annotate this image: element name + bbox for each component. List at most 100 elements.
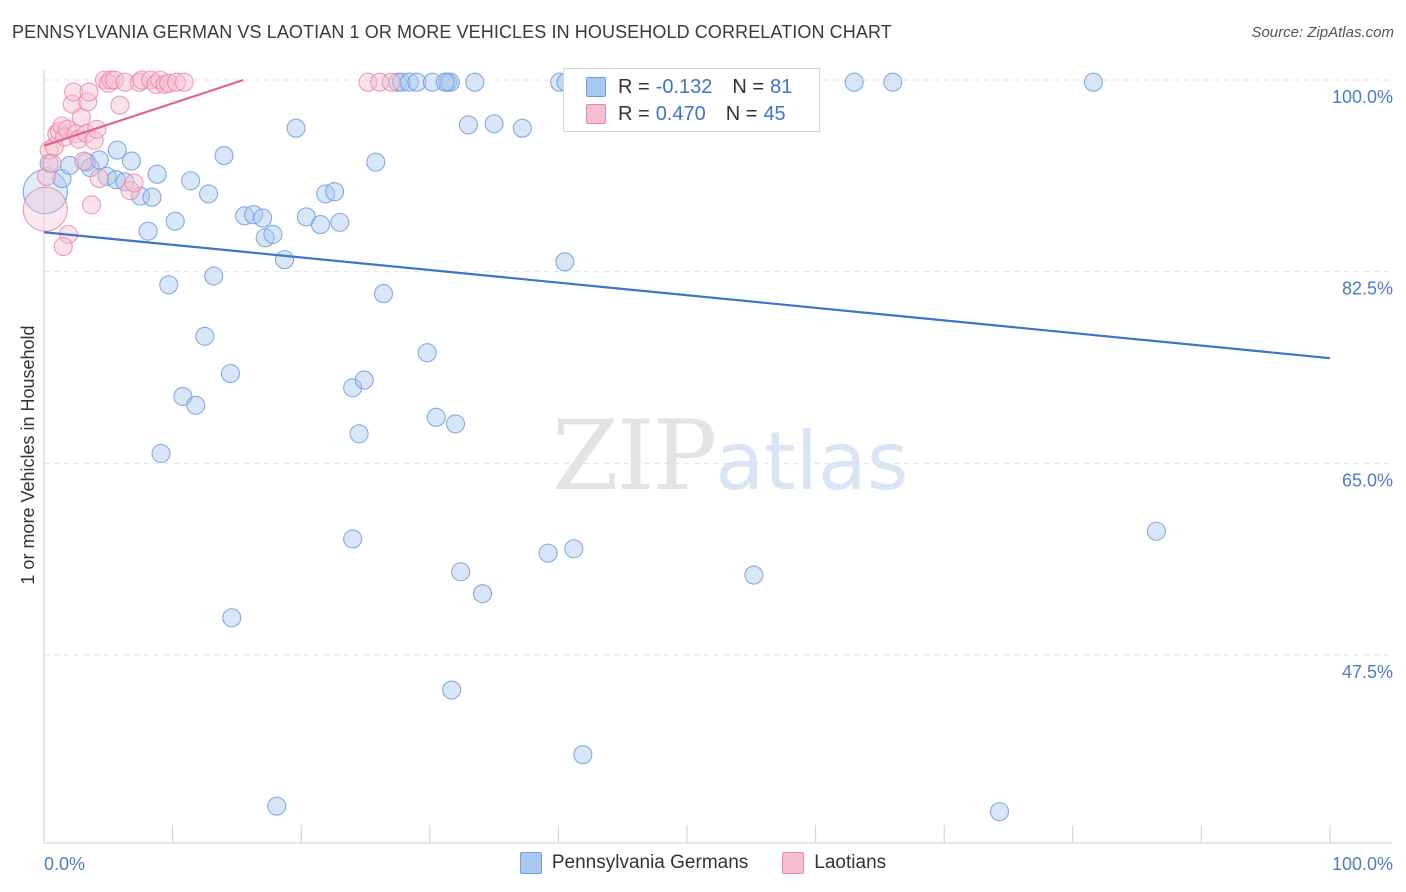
point-laotians[interactable]	[53, 236, 73, 257]
point-pennsylvania-germans[interactable]	[343, 378, 363, 398]
point-pennsylvania-germans[interactable]	[195, 326, 215, 346]
point-pennsylvania-germans[interactable]	[159, 275, 179, 295]
point-pennsylvania-germans[interactable]	[744, 565, 764, 585]
point-laotians[interactable]	[89, 169, 109, 189]
point-laotians[interactable]	[358, 72, 378, 92]
point-laotians[interactable]	[22, 186, 68, 232]
legend-swatch-pink	[586, 104, 606, 124]
point-laotians[interactable]	[166, 72, 187, 92]
point-pennsylvania-germans[interactable]	[555, 252, 575, 272]
legend-r-value: 0.470	[655, 102, 706, 125]
point-pennsylvania-germans[interactable]	[286, 118, 306, 138]
point-pennsylvania-germans[interactable]	[274, 250, 295, 270]
point-laotians[interactable]	[64, 82, 84, 102]
point-pennsylvania-germans[interactable]	[214, 146, 234, 166]
point-pennsylvania-germans[interactable]	[89, 150, 109, 170]
point-pennsylvania-germans[interactable]	[989, 802, 1010, 822]
point-pennsylvania-germans[interactable]	[458, 115, 478, 135]
point-laotians[interactable]	[42, 153, 62, 173]
point-pennsylvania-germans[interactable]	[165, 211, 185, 231]
point-pennsylvania-germans[interactable]	[564, 539, 584, 559]
point-pennsylvania-germans[interactable]	[263, 224, 283, 244]
point-pennsylvania-germans[interactable]	[573, 745, 593, 765]
point-pennsylvania-germans[interactable]	[222, 608, 242, 628]
point-laotians[interactable]	[94, 70, 114, 90]
point-laotians[interactable]	[84, 130, 104, 150]
point-laotians[interactable]	[174, 72, 194, 92]
y-axis-label: 1 or more Vehicles in Household	[18, 325, 38, 584]
point-laotians[interactable]	[78, 92, 98, 112]
legend-swatch-blue	[586, 77, 606, 97]
point-pennsylvania-germans[interactable]	[366, 152, 386, 172]
legend-n-label: N =	[732, 75, 765, 98]
point-pennsylvania-germans[interactable]	[844, 72, 864, 92]
point-laotians[interactable]	[82, 195, 102, 215]
point-pennsylvania-germans[interactable]	[391, 72, 412, 92]
point-pennsylvania-germans[interactable]	[417, 343, 437, 363]
point-pennsylvania-germans[interactable]	[435, 72, 455, 92]
point-pennsylvania-germans[interactable]	[445, 414, 466, 434]
point-laotians[interactable]	[159, 73, 179, 93]
point-pennsylvania-germans[interactable]	[343, 529, 363, 549]
trend-lines	[43, 78, 1331, 360]
source-credit: Source: ZipAtlas.com	[1251, 24, 1394, 41]
point-pennsylvania-germans[interactable]	[407, 72, 427, 92]
point-pennsylvania-germans[interactable]	[310, 215, 331, 235]
watermark-zip: ZIP	[552, 400, 717, 512]
x-tick-label-min: 0.0%	[44, 854, 85, 874]
series-legend-pennsylvania-germans[interactable]: Pennsylvania Germans	[519, 852, 749, 874]
series-legend: Pennsylvania Germans Laotians	[0, 852, 1406, 874]
point-pennsylvania-germans[interactable]	[349, 424, 369, 444]
point-laotians[interactable]	[110, 95, 130, 115]
point-pennsylvania-germans[interactable]	[472, 584, 493, 604]
point-pennsylvania-germans[interactable]	[330, 212, 350, 232]
point-pennsylvania-germans[interactable]	[121, 151, 141, 171]
point-pennsylvania-germans[interactable]	[451, 562, 471, 582]
point-pennsylvania-germans[interactable]	[147, 164, 167, 184]
point-pennsylvania-germans[interactable]	[181, 171, 201, 191]
point-pennsylvania-germans[interactable]	[538, 543, 558, 563]
point-pennsylvania-germans[interactable]	[883, 72, 903, 92]
point-laotians[interactable]	[381, 72, 401, 92]
point-pennsylvania-germans[interactable]	[442, 680, 462, 700]
point-pennsylvania-germans[interactable]	[354, 370, 374, 390]
legend-n-label: N =	[725, 102, 758, 125]
series-label: Pennsylvania Germans	[551, 852, 749, 873]
data-points	[22, 70, 1166, 822]
series-swatch-blue	[519, 852, 542, 874]
series-swatch-pink	[782, 852, 805, 874]
legend-n-value: 81	[770, 75, 793, 98]
point-pennsylvania-germans[interactable]	[1146, 521, 1166, 541]
point-pennsylvania-germans[interactable]	[253, 208, 273, 228]
point-pennsylvania-germans[interactable]	[151, 443, 171, 464]
point-laotians[interactable]	[79, 82, 99, 102]
point-pennsylvania-germans[interactable]	[199, 184, 219, 204]
point-laotians[interactable]	[124, 173, 144, 193]
legend-n-value: 45	[763, 102, 786, 125]
point-laotians[interactable]	[115, 72, 135, 92]
point-laotians[interactable]	[370, 72, 390, 92]
point-pennsylvania-germans[interactable]	[440, 72, 460, 92]
point-pennsylvania-germans[interactable]	[1083, 72, 1103, 92]
point-laotians[interactable]	[74, 151, 94, 171]
point-laotians[interactable]	[129, 72, 149, 92]
point-pennsylvania-germans[interactable]	[220, 363, 241, 384]
legend-r-label: R =	[618, 75, 650, 98]
point-pennsylvania-germans[interactable]	[484, 114, 504, 134]
legend-r-value: -0.132	[655, 75, 713, 98]
point-pennsylvania-germans[interactable]	[186, 395, 206, 415]
point-pennsylvania-germans[interactable]	[142, 187, 162, 207]
point-pennsylvania-germans[interactable]	[373, 284, 394, 304]
tick-labels: 100.0% 82.5% 65.0% 47.5% 0.0% 100.0%	[44, 87, 1393, 874]
point-pennsylvania-germans[interactable]	[512, 118, 532, 138]
series-legend-laotians[interactable]: Laotians	[782, 852, 886, 874]
point-pennsylvania-germans[interactable]	[465, 72, 485, 92]
point-pennsylvania-germans[interactable]	[325, 182, 345, 202]
point-pennsylvania-germans[interactable]	[138, 221, 158, 241]
point-pennsylvania-germans[interactable]	[204, 266, 224, 286]
point-pennsylvania-germans[interactable]	[267, 796, 287, 816]
series-label: Laotians	[814, 852, 887, 873]
point-pennsylvania-germans[interactable]	[255, 228, 275, 248]
point-pennsylvania-germans[interactable]	[107, 140, 127, 160]
point-pennsylvania-germans[interactable]	[426, 407, 446, 427]
